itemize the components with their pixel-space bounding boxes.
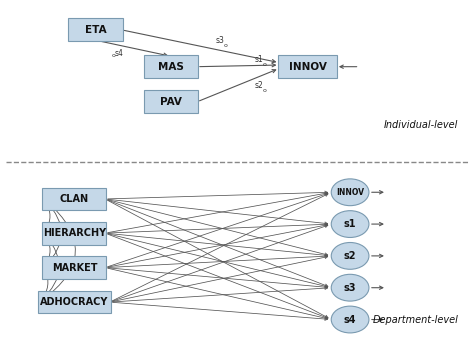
Text: CLAN: CLAN [60,194,89,204]
Text: Individual-level: Individual-level [384,120,458,130]
Text: s3: s3 [344,283,356,293]
Circle shape [331,211,369,237]
Circle shape [331,242,369,269]
Text: ADHOCRACY: ADHOCRACY [40,297,109,307]
Text: o: o [263,88,266,93]
Text: ETA: ETA [85,25,107,35]
Text: s1: s1 [344,219,356,229]
Text: INNOV: INNOV [336,188,364,197]
Text: o: o [223,43,227,48]
Text: s4: s4 [344,314,356,325]
FancyBboxPatch shape [144,55,198,78]
Text: s4: s4 [115,49,124,58]
Circle shape [331,306,369,333]
Text: HIERARCHY: HIERARCHY [43,228,106,238]
FancyBboxPatch shape [42,222,107,244]
FancyBboxPatch shape [144,90,198,113]
Text: INNOV: INNOV [289,62,327,72]
Text: o: o [263,62,266,67]
Text: Department-level: Department-level [373,314,458,325]
Text: MAS: MAS [158,62,184,72]
Text: s1: s1 [255,55,264,64]
FancyBboxPatch shape [37,291,111,313]
FancyBboxPatch shape [68,18,123,41]
Text: o: o [111,53,115,58]
Circle shape [331,179,369,206]
Text: PAV: PAV [160,97,182,107]
Text: s3: s3 [216,36,225,45]
FancyBboxPatch shape [42,256,107,279]
Text: s2: s2 [255,81,264,90]
Text: s2: s2 [344,251,356,261]
Text: MARKET: MARKET [52,263,97,272]
FancyBboxPatch shape [278,55,337,78]
Circle shape [331,274,369,301]
FancyBboxPatch shape [42,188,107,210]
